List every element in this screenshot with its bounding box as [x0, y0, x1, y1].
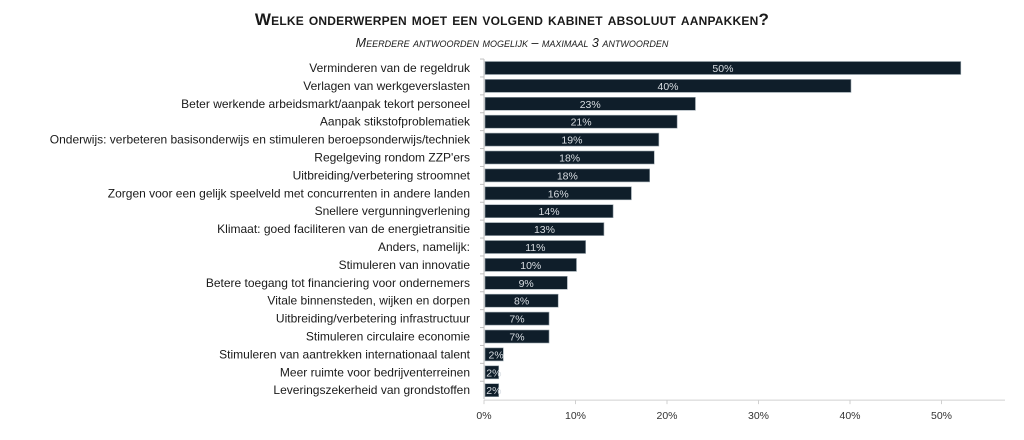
bar — [484, 347, 504, 362]
data-label: 8% — [514, 296, 529, 308]
x-tick-label: 40% — [839, 410, 860, 422]
category-label: Zorgen voor een gelijk speelveld met con… — [108, 186, 470, 200]
bar — [484, 150, 655, 165]
bar — [484, 258, 577, 272]
bar — [484, 114, 678, 129]
data-label: 2% — [486, 385, 501, 397]
x-tick-label: 20% — [656, 410, 677, 422]
category-label: Onderwijs: verbeteren basisonderwijs en … — [50, 133, 471, 147]
bar — [484, 168, 650, 183]
category-label: Verlagen van werkgeverslasten — [303, 79, 470, 93]
category-label: Leveringszekerheid van grondstoffen — [273, 383, 470, 397]
bar — [484, 204, 614, 218]
category-label: Klimaat: goed faciliteren van de energie… — [217, 222, 470, 236]
bar — [484, 311, 550, 326]
data-label: 9% — [519, 278, 534, 290]
chart-title: Welke onderwerpen moet een volgend kabin… — [254, 10, 770, 29]
category-label: Snellere vergunningverlening — [315, 204, 470, 218]
chart-subtitle: Meerdere antwoorden mogelijk – maximaal … — [355, 36, 669, 50]
bar — [484, 275, 568, 290]
category-label: Regelgeving rondom ZZP'ers — [314, 151, 470, 165]
x-tick-label: 30% — [748, 410, 769, 422]
category-label: Stimuleren circulaire economie — [306, 330, 470, 344]
category-label: Verminderen van de regeldruk — [309, 61, 471, 75]
category-label: Beter werkende arbeidsmarkt/aanpak tekor… — [181, 97, 470, 111]
data-label: 11% — [525, 242, 545, 254]
bar — [484, 365, 500, 380]
data-label: 23% — [580, 99, 601, 111]
data-label: 50% — [712, 63, 733, 75]
data-label: 2% — [489, 349, 504, 361]
category-label: Stimuleren van aantrekken internationaal… — [219, 347, 470, 361]
category-label: Stimuleren van innovatie — [339, 258, 471, 272]
bar — [484, 79, 852, 93]
category-label: Meer ruimte voor bedrijventerreinen — [280, 365, 470, 379]
data-label: 21% — [571, 117, 592, 129]
bar — [484, 61, 962, 75]
category-label: Betere toegang tot financiering voor ond… — [206, 276, 470, 290]
x-tick-label: 50% — [931, 410, 952, 422]
x-tick-label: 10% — [565, 410, 586, 422]
bar — [484, 329, 550, 344]
category-label: Aanpak stikstofproblematiek — [320, 115, 471, 129]
data-label: 13% — [534, 224, 555, 236]
category-label: Anders, namelijk: — [378, 240, 470, 254]
bar — [484, 383, 500, 398]
data-label: 2% — [486, 367, 501, 379]
data-label: 7% — [509, 314, 524, 326]
bar — [484, 293, 559, 308]
category-label: Uitbreiding/verbetering infrastructuur — [276, 312, 470, 326]
data-label: 14% — [539, 206, 560, 218]
bar — [484, 97, 696, 111]
data-label: 10% — [520, 260, 541, 272]
data-label: 19% — [561, 135, 582, 147]
data-label: 18% — [557, 170, 578, 182]
category-label: Vitale binnensteden, wijken en dorpen — [267, 294, 470, 308]
bar — [484, 132, 660, 147]
bar — [484, 240, 586, 254]
x-tick-label: 0% — [476, 410, 491, 422]
category-label: Uitbreiding/verbetering stroomnet — [293, 168, 471, 182]
bar — [484, 186, 632, 201]
bar — [484, 222, 605, 236]
data-label: 40% — [657, 81, 678, 93]
data-label: 7% — [509, 332, 524, 344]
data-label: 18% — [559, 153, 580, 165]
data-label: 16% — [548, 188, 569, 200]
